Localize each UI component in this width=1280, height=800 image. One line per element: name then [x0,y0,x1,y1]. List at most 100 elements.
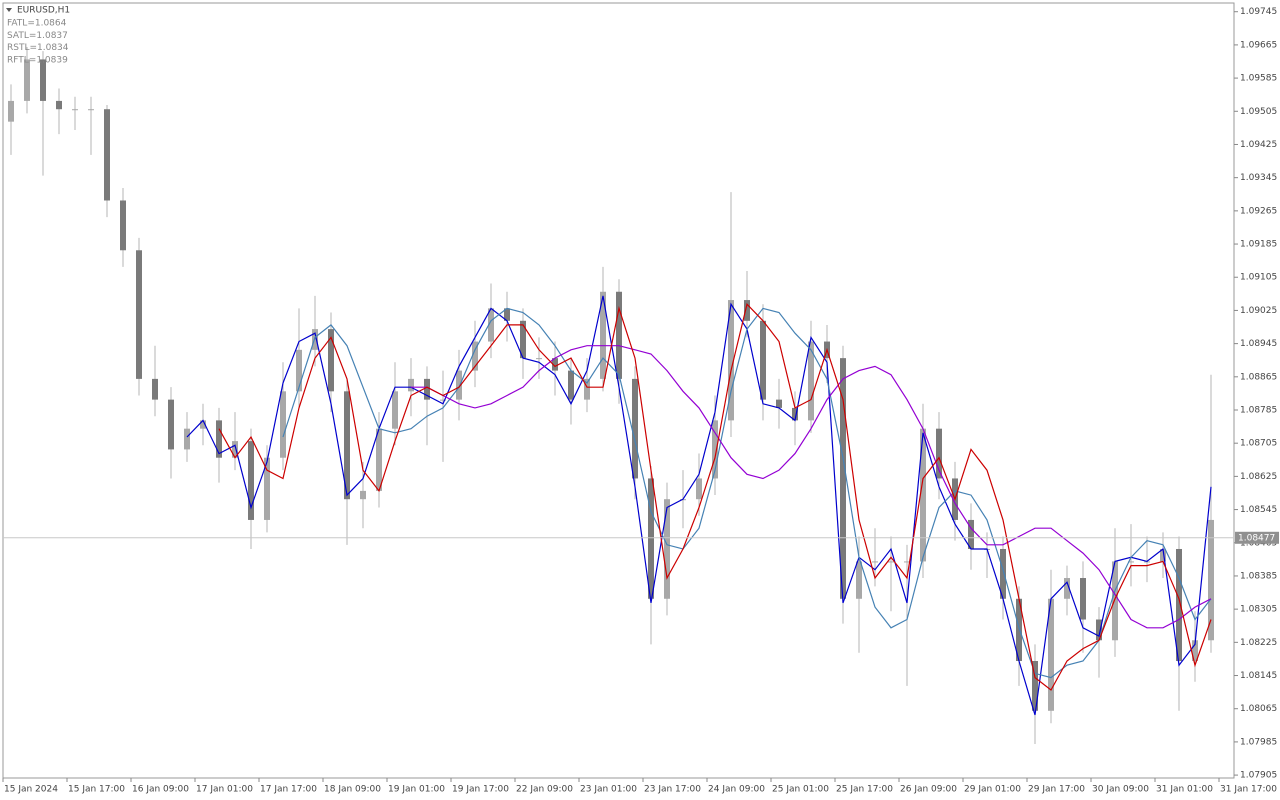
candle-body [600,291,606,379]
candle-body [1176,548,1182,662]
candle-body [376,428,382,491]
candle-body [1160,548,1166,562]
candle-body [1048,598,1054,711]
candle-body [424,378,430,400]
candle-body [296,349,302,392]
legend-entry: FATL=1.0864 [7,19,67,29]
indicator-line [282,307,1212,679]
indicator-line [218,302,1212,691]
candle-body [168,399,174,450]
y-tick-label: 1.08305 [1240,605,1277,615]
candle-body [1096,619,1102,641]
y-tick-label: 1.08865 [1240,372,1277,382]
x-tick-label: 31 Jan 17:00 [1220,785,1277,795]
candle-body [488,308,494,342]
y-tick-label: 1.09585 [1240,74,1277,84]
candle-body [776,399,782,408]
x-tick-label: 29 Jan 01:00 [964,785,1021,795]
legend-entry: SATL=1.0837 [7,31,68,41]
candle-body [744,300,750,321]
candle-body [200,420,206,429]
price-label-bg [1235,531,1279,544]
candle-body [408,378,414,392]
candle-body [616,291,622,379]
candle-body [920,428,926,562]
y-tick-label: 1.08385 [1240,571,1277,581]
legend-entry: RSTL=1.0834 [7,43,69,53]
candle-body [184,428,190,450]
candle-body [872,561,878,563]
y-tick-label: 1.08705 [1240,439,1277,449]
x-tick-label: 30 Jan 09:00 [1092,785,1149,795]
candle-body [536,358,542,360]
indicator-line [411,345,1212,629]
candle-body [120,200,126,251]
candle-body [152,378,158,400]
candle-body [664,499,670,599]
candle-body [696,478,702,500]
candle-body [216,420,222,458]
candle-body [808,341,814,421]
plot-frame [2,2,1235,779]
candle-body [1112,561,1118,641]
y-tick-label: 1.09505 [1240,107,1277,117]
legend-entry: RFTL=1.0839 [7,55,68,65]
candle-body [456,370,462,400]
y-tick-label: 1.09745 [1240,7,1277,17]
price-label: 1.08477 [1238,533,1275,543]
candle-body [104,109,110,201]
y-tick-label: 1.09265 [1240,206,1277,216]
candle-body [136,250,142,379]
candle-body [24,59,30,101]
y-tick-label: 1.09345 [1240,173,1277,183]
x-tick-label: 18 Jan 09:00 [324,785,381,795]
candle-body [1016,598,1022,662]
y-tick-label: 1.08225 [1240,638,1277,648]
y-tick-label: 1.07905 [1240,771,1277,781]
candle-body [472,341,478,371]
candle-body [88,109,94,111]
candle-body [936,428,942,479]
x-tick-label: 22 Jan 09:00 [516,785,573,795]
candle-body [8,100,14,122]
candle-body [264,457,270,520]
candle-body [568,370,574,400]
candle-body [840,358,846,599]
candle-body [1000,548,1006,599]
y-tick-label: 1.08945 [1240,339,1277,349]
y-tick-label: 1.08065 [1240,704,1277,714]
candle-body [904,561,910,563]
candle-body [1208,519,1214,641]
candle-body [760,320,766,400]
candle-body [344,391,350,500]
candle-body [1080,578,1086,620]
x-tick-label: 29 Jan 17:00 [1028,785,1085,795]
x-tick-label: 17 Jan 17:00 [260,785,317,795]
x-tick-label: 19 Jan 17:00 [452,785,509,795]
candle-body [72,109,78,111]
candle-body [1032,661,1038,711]
x-tick-label: 23 Jan 01:00 [580,785,637,795]
x-tick-label: 15 Jan 17:00 [68,785,125,795]
x-tick-label: 19 Jan 01:00 [388,785,445,795]
y-tick-label: 1.09105 [1240,273,1277,283]
chart-title: EURUSD,H1 [17,6,70,16]
x-tick-label: 17 Jan 01:00 [196,785,253,795]
candle-body [232,441,238,458]
y-tick-label: 1.08625 [1240,472,1277,482]
candle-body [632,378,638,479]
y-tick-label: 1.08145 [1240,671,1277,681]
y-tick-label: 1.09185 [1240,240,1277,250]
y-tick-label: 1.08785 [1240,405,1277,415]
y-tick-label: 1.09025 [1240,306,1277,316]
x-tick-label: 31 Jan 01:00 [1156,785,1213,795]
candle-body [440,399,446,401]
y-tick-label: 1.07985 [1240,737,1277,747]
candle-body [856,561,862,599]
collapse-icon[interactable] [6,8,12,12]
candle-body [648,478,654,599]
candle-body [360,490,366,500]
candle-body [40,59,46,101]
candle-body [888,561,894,563]
